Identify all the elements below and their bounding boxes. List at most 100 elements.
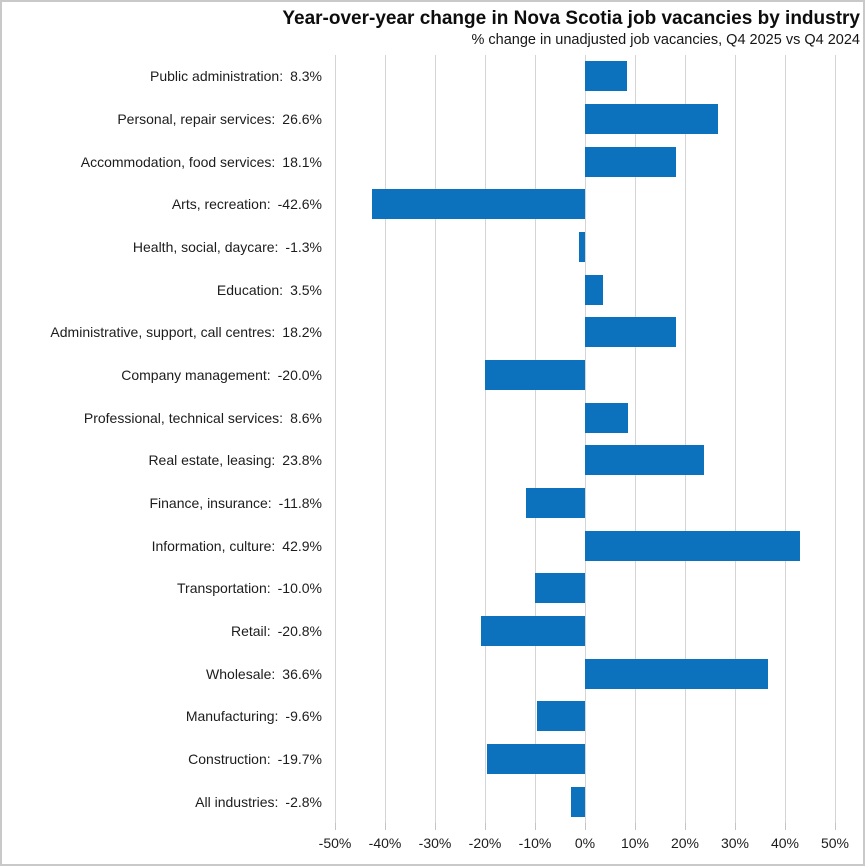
x-tick-mark — [835, 823, 836, 830]
bar — [485, 360, 585, 390]
x-tick-label: -10% — [518, 835, 552, 851]
category-name: Company management: — [121, 366, 271, 383]
x-tick-label: 0% — [574, 835, 596, 851]
category-name: Education: — [216, 281, 284, 298]
gridline — [535, 55, 536, 823]
x-tick-mark — [735, 823, 736, 830]
category-value: 8.3% — [290, 68, 322, 85]
gridline — [635, 55, 636, 823]
gridline — [435, 55, 436, 823]
category-value: -10.0% — [277, 580, 322, 597]
x-tick-mark — [585, 823, 586, 830]
category-label-row: Arts, recreation: -42.6% — [2, 183, 322, 226]
category-name: Public administration: — [150, 68, 284, 85]
x-tick-mark — [435, 823, 436, 830]
x-tick-mark — [335, 823, 336, 830]
category-value: -20.8% — [277, 622, 322, 639]
category-label-row: Wholesale: 36.6% — [2, 652, 322, 695]
bar — [585, 104, 718, 134]
x-tick-mark — [635, 823, 636, 830]
category-value: -9.6% — [285, 708, 322, 725]
category-label-row: Education: 3.5% — [2, 268, 322, 311]
category-label-row: All industries: -2.8% — [2, 780, 322, 823]
gridline — [685, 55, 686, 823]
category-label-row: Company management: -20.0% — [2, 354, 322, 397]
bar — [481, 616, 585, 646]
gridline — [735, 55, 736, 823]
x-tick-mark — [685, 823, 686, 830]
bar — [578, 232, 585, 262]
chart-title: Year-over-year change in Nova Scotia job… — [282, 8, 860, 29]
x-axis: -50% -40% -30% -20% -10% 0% 10% 20% 30% 40% 50% — [319, 835, 849, 855]
category-value: -20.0% — [277, 366, 322, 383]
category-name: Finance, insurance: — [149, 494, 272, 511]
category-label-row: Health, social, daycare: -1.3% — [2, 226, 322, 269]
gridline — [485, 55, 486, 823]
x-tick-label: -50% — [318, 835, 352, 851]
category-label-row: Information, culture: 42.9% — [2, 524, 322, 567]
category-value: -11.8% — [278, 494, 322, 511]
x-tick-label: 20% — [670, 835, 700, 851]
category-value: -1.3% — [285, 238, 322, 255]
x-tick-label: -40% — [368, 835, 402, 851]
category-value: 36.6% — [282, 665, 322, 682]
category-name: Construction: — [188, 750, 271, 767]
title-block: Year-over-year change in Nova Scotia job… — [282, 6, 860, 50]
bar — [571, 786, 585, 817]
x-tick-mark — [485, 823, 486, 830]
category-name: Arts, recreation: — [171, 196, 271, 213]
category-value: 18.2% — [282, 324, 322, 341]
gridline — [585, 55, 586, 823]
plot-area — [335, 55, 836, 830]
x-tick-label: 10% — [620, 835, 650, 851]
category-name: Real estate, leasing: — [148, 452, 276, 469]
category-labels-column: Public administration: 8.3% Personal, repa… — [2, 55, 322, 823]
category-name: Wholesale: — [206, 665, 276, 682]
gridline — [385, 55, 386, 823]
category-name: Professional, technical services: — [83, 409, 284, 426]
category-name: Personal, repair services: — [117, 110, 276, 127]
x-tick-label: -30% — [418, 835, 452, 851]
gridline — [785, 55, 786, 823]
category-value: 23.8% — [282, 452, 322, 469]
bar — [585, 274, 603, 305]
bar — [585, 658, 768, 689]
category-name: Administrative, support, call centres: — [50, 324, 276, 341]
category-name: Retail: — [230, 622, 271, 639]
category-value: 3.5% — [290, 281, 322, 298]
category-label-row: Professional, technical services: 8.6% — [2, 396, 322, 439]
category-value: 26.6% — [282, 110, 322, 127]
category-name: Health, social, daycare: — [132, 238, 279, 255]
x-tick-label: 30% — [720, 835, 750, 851]
category-label-row: Construction: -19.7% — [2, 738, 322, 781]
category-label-row: Real estate, leasing: 23.8% — [2, 439, 322, 482]
category-name: All industries: — [195, 793, 279, 810]
category-value: -42.6% — [277, 196, 322, 213]
bar — [585, 530, 800, 561]
category-name: Manufacturing: — [185, 708, 279, 725]
chart-subtitle: % change in unadjusted job vacancies, Q4… — [471, 32, 860, 48]
bar — [585, 146, 676, 177]
category-value: -19.7% — [277, 750, 322, 767]
x-tick-mark — [385, 823, 386, 830]
category-label-row: Administrative, support, call centres: 18… — [2, 311, 322, 354]
category-name: Transportation: — [177, 580, 271, 597]
gridline — [835, 55, 836, 823]
category-value: -2.8% — [285, 793, 322, 810]
bar — [535, 573, 585, 604]
category-label-row: Public administration: 8.3% — [2, 55, 322, 98]
x-tick-label: 40% — [770, 835, 800, 851]
bar — [486, 744, 585, 774]
category-label-row: Retail: -20.8% — [2, 610, 322, 653]
category-label-row: Finance, insurance: -11.8% — [2, 482, 322, 525]
bar — [526, 488, 585, 518]
bar — [372, 189, 585, 220]
category-name: Information, culture: — [151, 537, 276, 554]
bar — [537, 701, 585, 732]
category-label-row: Accommodation, food services: 18.1% — [2, 140, 322, 183]
x-tick-mark — [785, 823, 786, 830]
category-value: 8.6% — [290, 409, 322, 426]
category-label-row: Transportation: -10.0% — [2, 567, 322, 610]
category-label-row: Manufacturing: -9.6% — [2, 695, 322, 738]
